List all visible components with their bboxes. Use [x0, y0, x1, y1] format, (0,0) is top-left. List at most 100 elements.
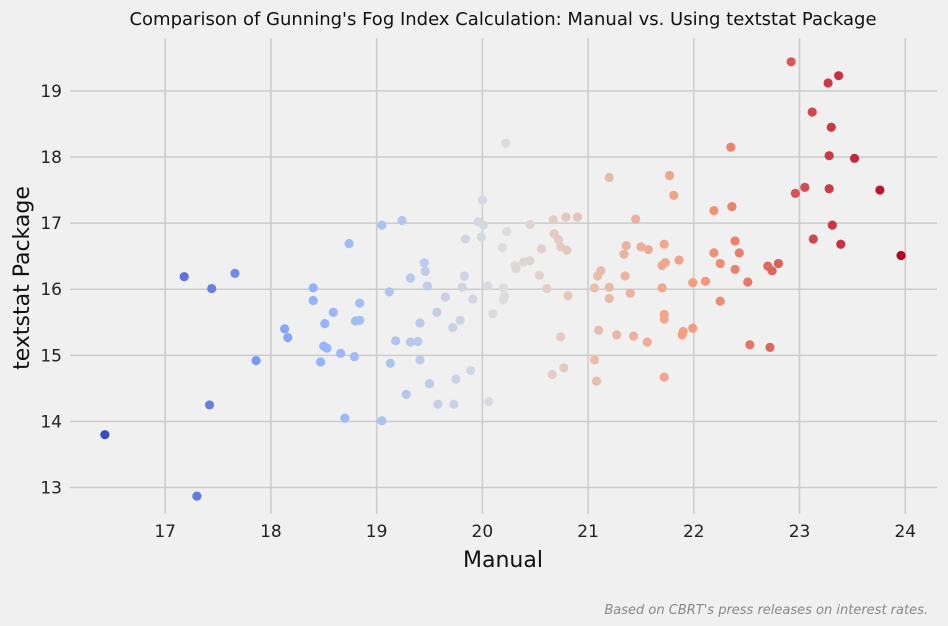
- scatter-point: [230, 268, 240, 278]
- scatter-point: [488, 309, 498, 319]
- scatter-point: [440, 292, 450, 302]
- y-tick-labels: 13 14 15 16 17 18 19: [40, 82, 62, 499]
- scatter-point: [497, 242, 508, 253]
- scatter-point: [355, 298, 365, 308]
- scatter-point: [824, 184, 834, 194]
- y-tick-label: 13: [40, 479, 62, 499]
- scatter-point: [385, 358, 395, 368]
- x-tick-label: 23: [789, 522, 811, 542]
- scatter-point: [336, 348, 346, 358]
- scatter-point: [563, 291, 573, 301]
- scatter-point: [745, 340, 755, 350]
- scatter-point: [460, 234, 471, 244]
- scatter-point: [596, 266, 606, 276]
- scatter-point: [827, 220, 837, 230]
- scatter-point: [320, 319, 330, 329]
- scatter-point: [405, 337, 416, 347]
- scatter-point: [826, 122, 836, 132]
- scatter-point: [620, 271, 630, 281]
- scatter-point: [377, 220, 387, 230]
- scatter-point: [726, 142, 736, 152]
- scatter-point: [594, 325, 604, 335]
- x-tick-label: 18: [260, 522, 282, 542]
- scatter-point: [419, 258, 429, 268]
- scatter-point: [849, 153, 860, 163]
- y-axis-label: textstat Package: [10, 186, 35, 370]
- scatter-point: [355, 315, 365, 325]
- scatter-point: [502, 227, 512, 237]
- scatter-point: [709, 205, 719, 216]
- scatter-point: [415, 355, 425, 365]
- scatter-point: [896, 250, 906, 261]
- scatter-point: [589, 355, 600, 365]
- scatter-point: [836, 239, 846, 249]
- scatter-point: [251, 356, 261, 366]
- scatter-point: [621, 240, 631, 251]
- y-tick-label: 18: [40, 148, 62, 168]
- scatter-point: [397, 215, 407, 226]
- scatter-point: [413, 336, 423, 347]
- scatter-point: [322, 343, 332, 353]
- y-tick-label: 17: [40, 214, 62, 234]
- scatter-point: [612, 330, 622, 340]
- scatter-point: [468, 294, 478, 304]
- scatter-point: [344, 239, 354, 249]
- scatter-point: [715, 296, 725, 306]
- scatter-point: [589, 283, 600, 293]
- scatter-point: [459, 271, 469, 281]
- scatter-point: [283, 332, 293, 343]
- scatter-point: [536, 244, 547, 254]
- scatter-point: [384, 287, 394, 297]
- scatter-point: [542, 283, 552, 294]
- scatter-point: [401, 389, 411, 399]
- scatter-point: [484, 397, 494, 407]
- scatter-point: [824, 151, 834, 161]
- scatter-point: [466, 365, 476, 376]
- scatter-point: [674, 255, 684, 265]
- scatter-point: [501, 138, 511, 148]
- scatter-point: [478, 220, 489, 230]
- scatter-point: [432, 307, 442, 317]
- scatter-point: [340, 413, 350, 423]
- scatter-point: [628, 331, 639, 341]
- scatter-point: [636, 242, 646, 252]
- scatter-point: [807, 107, 817, 117]
- x-tick-labels: 17 18 19 20 21 22 23 24: [154, 522, 916, 542]
- scatter-point: [678, 326, 688, 337]
- scatter-point: [823, 78, 833, 88]
- scatter-point: [553, 235, 564, 245]
- scatter-point: [192, 491, 202, 501]
- scatter-point: [433, 399, 443, 409]
- scatter-point: [476, 232, 486, 242]
- scatter-point: [643, 244, 653, 255]
- scatter-point: [391, 336, 401, 346]
- scatter-point: [604, 282, 614, 292]
- chart-title: Comparison of Gunning's Fog Index Calcul…: [129, 9, 876, 30]
- scatter-point: [591, 376, 602, 386]
- scatter-point: [604, 293, 614, 304]
- scatter-point: [561, 212, 571, 222]
- scatter-point: [734, 248, 744, 258]
- y-tick-label: 14: [40, 412, 62, 432]
- scatter-point: [642, 337, 652, 347]
- scatter-point: [477, 195, 487, 205]
- scatter-point: [100, 430, 110, 440]
- scatter-point: [800, 182, 810, 193]
- x-tick-label: 20: [472, 522, 494, 542]
- scatter-point: [511, 264, 521, 274]
- scatter-point: [657, 283, 667, 293]
- scatter-point: [483, 281, 493, 291]
- scatter-point: [688, 278, 698, 288]
- scatter-point: [730, 264, 740, 274]
- scatter-point: [548, 215, 558, 225]
- scatter-point: [834, 71, 844, 81]
- scatter-point: [715, 258, 725, 269]
- scatter-point: [773, 258, 784, 269]
- scatter-point: [659, 372, 669, 382]
- scatter-point: [730, 236, 740, 246]
- scatter-point: [415, 318, 425, 328]
- scatter-point: [767, 266, 777, 276]
- scatter-point: [457, 282, 467, 292]
- scatter-point: [455, 315, 465, 325]
- scatter-point: [405, 273, 416, 283]
